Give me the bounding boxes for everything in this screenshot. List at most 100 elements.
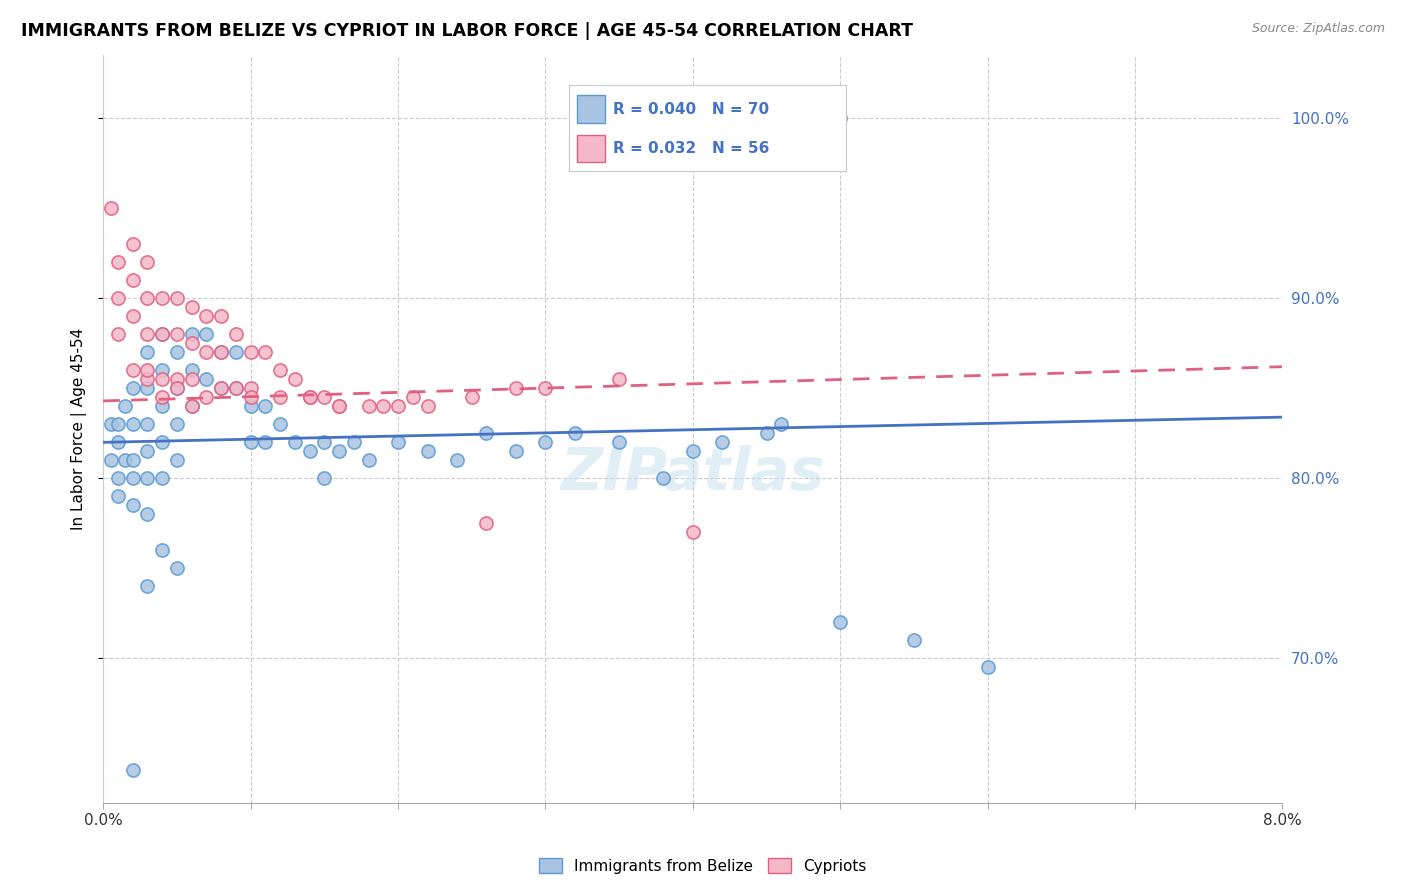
Point — [505, 444, 527, 458]
Point — [209, 345, 232, 359]
Point — [195, 372, 218, 386]
Point — [607, 435, 630, 450]
Point — [166, 453, 188, 467]
Point — [357, 400, 380, 414]
Point — [136, 508, 159, 522]
Point — [195, 345, 218, 359]
Point — [239, 390, 262, 404]
Point — [475, 426, 498, 441]
Point — [136, 372, 159, 386]
Point — [136, 417, 159, 432]
Point — [357, 453, 380, 467]
Point — [166, 372, 188, 386]
Point — [166, 381, 188, 395]
Point — [121, 381, 143, 395]
Text: ZIPatlas: ZIPatlas — [561, 445, 825, 502]
Point — [652, 471, 675, 485]
Point — [387, 435, 409, 450]
Point — [121, 453, 143, 467]
Point — [121, 499, 143, 513]
Point — [195, 390, 218, 404]
Point — [461, 390, 484, 404]
Point — [100, 417, 122, 432]
Point — [416, 444, 439, 458]
Point — [150, 471, 173, 485]
Point — [209, 345, 232, 359]
Point — [166, 291, 188, 305]
Point — [180, 363, 202, 377]
Point — [505, 381, 527, 395]
Point — [136, 327, 159, 342]
Point — [209, 381, 232, 395]
Legend: Immigrants from Belize, Cypriots: Immigrants from Belize, Cypriots — [533, 852, 873, 880]
Point — [314, 390, 336, 404]
Point — [136, 471, 159, 485]
Point — [269, 417, 291, 432]
Point — [136, 579, 159, 593]
Point — [328, 400, 350, 414]
Point — [239, 345, 262, 359]
Point — [254, 435, 277, 450]
Point — [180, 300, 202, 314]
Point — [121, 237, 143, 252]
Point — [166, 417, 188, 432]
Point — [136, 381, 159, 395]
Point — [121, 310, 143, 324]
Point — [121, 273, 143, 287]
Point — [107, 327, 129, 342]
Text: IMMIGRANTS FROM BELIZE VS CYPRIOT IN LABOR FORCE | AGE 45-54 CORRELATION CHART: IMMIGRANTS FROM BELIZE VS CYPRIOT IN LAB… — [21, 22, 912, 40]
Point — [328, 444, 350, 458]
Point — [373, 400, 395, 414]
Point — [239, 435, 262, 450]
Point — [100, 453, 122, 467]
Point — [343, 435, 366, 450]
Point — [298, 390, 321, 404]
Point — [564, 426, 586, 441]
Point — [107, 291, 129, 305]
Point — [150, 327, 173, 342]
Point — [225, 381, 247, 395]
Point — [387, 400, 409, 414]
Point — [446, 453, 468, 467]
Point — [180, 400, 202, 414]
Point — [166, 327, 188, 342]
Point — [100, 201, 122, 215]
Point — [225, 327, 247, 342]
Point — [903, 633, 925, 648]
Point — [195, 310, 218, 324]
Point — [402, 390, 425, 404]
Point — [150, 363, 173, 377]
Point — [284, 435, 307, 450]
Point — [416, 400, 439, 414]
Point — [607, 372, 630, 386]
Point — [298, 390, 321, 404]
Point — [150, 327, 173, 342]
Point — [770, 417, 793, 432]
Point — [830, 111, 852, 125]
Point — [136, 363, 159, 377]
Point — [166, 345, 188, 359]
Point — [534, 381, 557, 395]
Point — [180, 400, 202, 414]
Point — [239, 381, 262, 395]
Point — [107, 471, 129, 485]
Point — [150, 291, 173, 305]
Point — [166, 561, 188, 575]
Point — [682, 525, 704, 540]
Point — [239, 400, 262, 414]
Point — [114, 400, 136, 414]
Point — [150, 543, 173, 558]
Point — [298, 444, 321, 458]
Point — [225, 381, 247, 395]
Point — [314, 471, 336, 485]
Point — [150, 390, 173, 404]
Text: Source: ZipAtlas.com: Source: ZipAtlas.com — [1251, 22, 1385, 36]
Point — [180, 336, 202, 351]
Point — [136, 291, 159, 305]
Point — [755, 426, 778, 441]
Point — [107, 255, 129, 269]
Point — [328, 400, 350, 414]
Point — [195, 327, 218, 342]
Point — [711, 435, 734, 450]
Y-axis label: In Labor Force | Age 45-54: In Labor Force | Age 45-54 — [72, 327, 87, 530]
